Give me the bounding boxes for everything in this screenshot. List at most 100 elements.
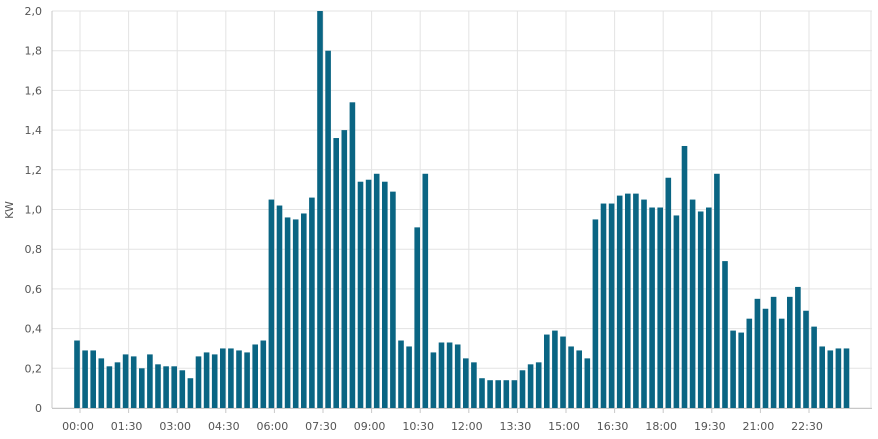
x-tick-label: 06:00: [257, 420, 289, 433]
bar: [284, 217, 291, 408]
bar: [787, 296, 793, 408]
bar: [706, 207, 712, 408]
bar: [430, 352, 437, 408]
bar: [203, 352, 210, 408]
bar: [309, 197, 315, 408]
bar: [244, 352, 250, 408]
y-tick-label: 0,2: [25, 362, 43, 375]
bar: [803, 310, 809, 408]
bar: [471, 362, 477, 408]
bar: [584, 358, 591, 408]
bar: [414, 227, 420, 408]
bar: [438, 342, 445, 408]
bar: [333, 138, 339, 409]
y-tick-label: 1,6: [25, 84, 43, 97]
bar: [843, 348, 850, 408]
y-tick-label: 2,0: [25, 5, 43, 18]
bar: [730, 330, 736, 408]
x-tick-label: 04:30: [208, 420, 240, 433]
bar: [535, 362, 542, 408]
bar: [544, 334, 550, 408]
bar: [398, 340, 404, 408]
bar: [495, 380, 501, 408]
x-tick-label: 19:30: [694, 420, 726, 433]
x-tick-label: 15:00: [548, 420, 580, 433]
bar: [697, 211, 704, 408]
bar: [163, 366, 169, 408]
y-tick-label: 0,6: [25, 283, 43, 296]
x-tick-label: 12:00: [451, 420, 483, 433]
bar: [811, 326, 817, 408]
bar: [754, 298, 761, 408]
bar: [382, 181, 388, 408]
bar: [665, 177, 672, 408]
bar: [252, 344, 258, 408]
bar: [552, 330, 558, 408]
bar: [673, 215, 680, 408]
bar: [819, 346, 825, 408]
bar: [106, 366, 113, 408]
bar: [130, 356, 137, 408]
y-tick-label: 1,8: [25, 45, 43, 58]
bar: [446, 342, 453, 408]
x-tick-label: 00:00: [62, 420, 94, 433]
bar: [349, 102, 356, 408]
bar: [341, 130, 348, 408]
bar: [422, 173, 429, 408]
bar: [600, 203, 607, 408]
bar: [738, 332, 744, 408]
bar: [114, 362, 121, 408]
bar: [228, 348, 234, 408]
bar: [746, 318, 753, 408]
bar: [762, 308, 769, 408]
x-tick-label: 22:30: [791, 420, 823, 433]
bar: [689, 199, 696, 408]
bar: [576, 350, 582, 408]
bar: [503, 380, 510, 408]
bar: [373, 173, 380, 408]
bar: [681, 145, 688, 409]
bar: [74, 340, 80, 408]
bar: [98, 358, 105, 408]
x-tick-label: 01:30: [111, 420, 143, 433]
bar-series: [74, 11, 850, 409]
bar: [633, 193, 639, 408]
x-tick-label: 09:00: [354, 420, 386, 433]
bar: [616, 195, 623, 408]
bar: [260, 340, 267, 408]
x-tick-label: 13:30: [500, 420, 532, 433]
bar: [770, 296, 777, 408]
y-tick-label: 0: [35, 402, 42, 415]
bar: [171, 366, 177, 408]
bar: [479, 378, 485, 408]
bar: [592, 219, 599, 408]
y-tick-label: 1,2: [25, 164, 43, 177]
axes: 0 0,2 0,4 0,6 0,8 1,0 1,2 1,4 1,6 1,8 2,0 00:00 01:3…: [25, 5, 872, 433]
gridlines: [52, 10, 872, 409]
bar: [195, 356, 202, 408]
bar: [778, 318, 785, 408]
bar: [714, 173, 720, 408]
bar: [155, 364, 161, 408]
bar: [276, 205, 283, 408]
y-tick-label: 1,0: [25, 204, 43, 217]
bar: [795, 286, 801, 408]
bar: [301, 213, 307, 408]
bar: [560, 336, 566, 408]
y-tick-label: 1,4: [25, 124, 43, 137]
bar: [608, 203, 615, 408]
bar: [625, 193, 631, 408]
x-tick-label: 16:30: [597, 420, 629, 433]
bar: [511, 380, 518, 408]
bar: [179, 370, 186, 408]
x-tick-label: 07:30: [305, 420, 337, 433]
bar: [236, 350, 242, 408]
x-tick-label: 18:00: [645, 420, 677, 433]
bar: [317, 11, 323, 408]
x-tick-label: 10:30: [402, 420, 434, 433]
bar: [657, 207, 663, 408]
x-tick-label: 03:00: [159, 420, 191, 433]
bar: [82, 350, 88, 408]
bar: [357, 181, 364, 408]
